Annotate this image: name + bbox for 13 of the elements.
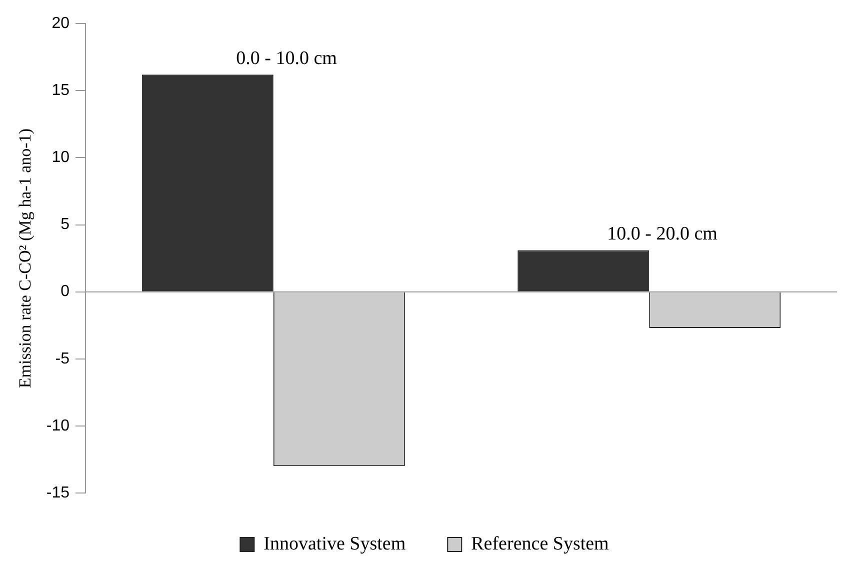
y-tick-label: 20 — [52, 15, 70, 32]
legend-label: Innovative System — [264, 533, 406, 554]
x-tick-label: 0.0 - 10.0 cm — [236, 48, 338, 70]
x-tick-label: 10.0 - 20.0 cm — [607, 224, 718, 245]
y-tick-label: 10 — [52, 149, 70, 166]
legend-label: Reference System — [471, 533, 610, 554]
y-tick-label: 5 — [60, 216, 70, 234]
y-tick-label: -5 — [55, 350, 70, 368]
y-tick-label: 15 — [52, 82, 70, 100]
y-tick-label: -10 — [46, 417, 70, 434]
y-tick-label: 0 — [60, 283, 70, 300]
y-axis-title: Emission rate C-CO² (Mg ha-1 ano-1) — [16, 128, 35, 388]
y-tick-label: -15 — [46, 484, 70, 502]
